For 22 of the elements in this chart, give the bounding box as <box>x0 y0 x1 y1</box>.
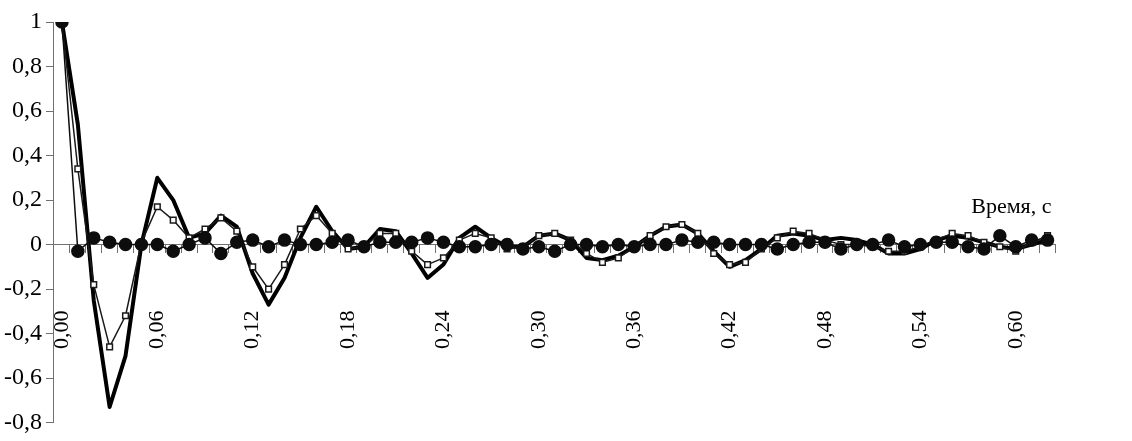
y-tick-label: -0,2 <box>3 274 42 301</box>
y-tick-label: 0 <box>29 229 42 256</box>
x-tick-label: 0,48 <box>810 310 836 350</box>
x-tick-label: 0,60 <box>1001 310 1027 350</box>
x-axis-title: Время, с <box>971 193 1052 219</box>
x-tick-label: 0,00 <box>47 310 73 350</box>
y-tick-label: 0,4 <box>11 140 42 167</box>
y-tick-label: 1 <box>29 7 42 34</box>
y-tick-label: -0,4 <box>3 318 42 345</box>
y-tick-label: -0,6 <box>3 363 42 390</box>
x-tick-label: 0,42 <box>715 310 741 350</box>
x-tick-label: 0,30 <box>524 310 550 350</box>
x-tick-label: 0,18 <box>333 310 359 350</box>
x-tick-label: 0,06 <box>143 310 169 350</box>
x-tick-label: 0,24 <box>429 310 455 350</box>
x-tick-label: 0,36 <box>620 310 646 350</box>
x-tick-label: 0,54 <box>906 310 932 350</box>
y-tick-label: 0,2 <box>11 185 42 212</box>
x-tick-label: 0,12 <box>238 310 264 350</box>
y-tick-label: 0,6 <box>11 96 42 123</box>
y-tick-label: -0,8 <box>3 407 42 434</box>
y-tick-label: 0,8 <box>11 51 42 78</box>
